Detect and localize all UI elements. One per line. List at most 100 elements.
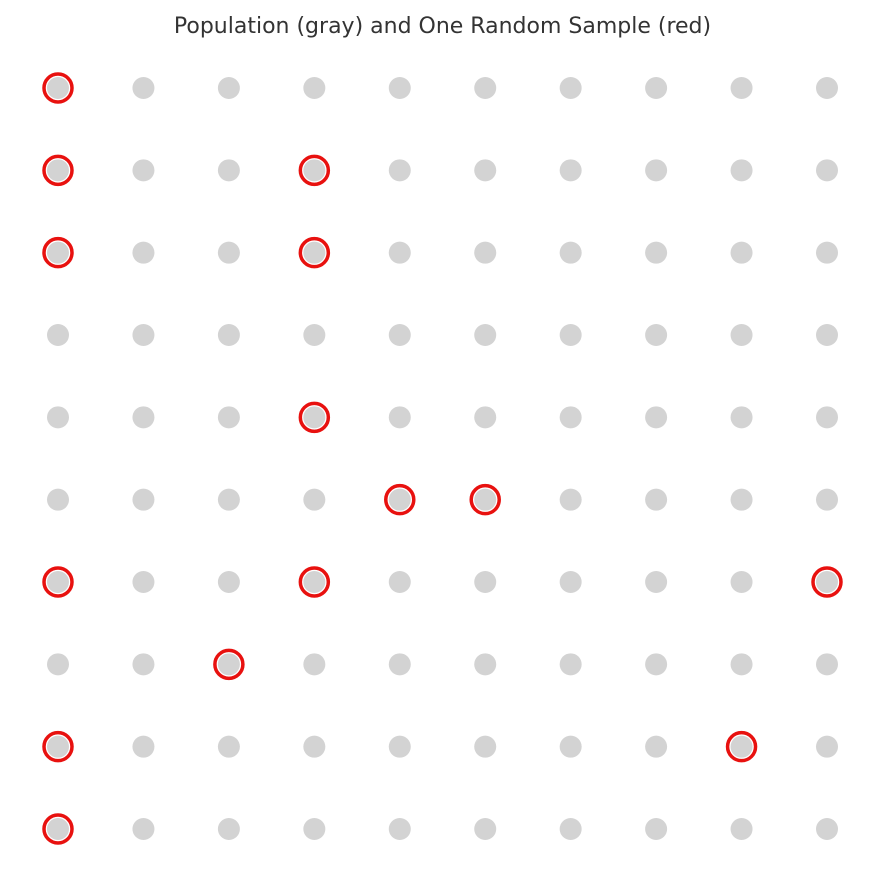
population-point [217, 77, 240, 99]
population-point [645, 406, 668, 429]
population-point [730, 571, 753, 593]
population-point [816, 488, 838, 511]
population-point [474, 159, 497, 182]
chart-title: Population (gray) and One Random Sample … [174, 14, 711, 39]
sample-point [42, 154, 74, 187]
sample-point [725, 730, 758, 763]
population-point [132, 653, 155, 676]
population-point [388, 324, 411, 346]
population-point [474, 653, 497, 676]
population-point [132, 324, 155, 346]
population-point [645, 77, 668, 99]
population-point [47, 653, 69, 676]
population-point [645, 241, 668, 264]
population-point [474, 818, 497, 840]
population-point [47, 571, 69, 593]
population-point [132, 241, 155, 264]
population-point [816, 735, 838, 758]
population-point [217, 159, 240, 182]
population-point [474, 406, 497, 429]
population-point [388, 653, 411, 676]
population-point [559, 653, 582, 676]
population-point [388, 571, 411, 593]
population-point [474, 241, 497, 264]
sample-point [469, 483, 501, 516]
population-point [645, 735, 668, 758]
population-point [217, 818, 240, 840]
population-point [388, 77, 411, 99]
population-point [645, 571, 668, 593]
population-point [217, 653, 240, 676]
population-point [645, 653, 668, 676]
population-point [559, 159, 582, 182]
population-point [132, 818, 155, 840]
sample-point [42, 813, 74, 845]
sample-point [298, 401, 331, 434]
sample-point [384, 483, 416, 516]
population-point [132, 488, 155, 511]
sample-point [42, 730, 74, 763]
population-point [474, 571, 497, 593]
population-point [132, 406, 155, 429]
population-point [559, 488, 582, 511]
sample-point [42, 566, 74, 598]
population-point [816, 653, 838, 676]
population-point [730, 818, 753, 840]
population-point [303, 241, 326, 264]
population-point [217, 406, 240, 429]
sample-point [298, 154, 331, 187]
population-point [559, 818, 582, 840]
population-point [730, 735, 753, 758]
population-point [816, 241, 838, 264]
population-point [816, 571, 838, 593]
population-point [303, 818, 326, 840]
population-point [132, 77, 155, 99]
population-point [559, 324, 582, 346]
population-point [816, 77, 838, 99]
population-point [645, 488, 668, 511]
population-point [388, 735, 411, 758]
population-point [217, 735, 240, 758]
sample-point [298, 236, 331, 269]
population-point [132, 571, 155, 593]
population-point [730, 159, 753, 182]
population-point [474, 488, 497, 511]
population-point [303, 653, 326, 676]
sample-point [213, 648, 245, 681]
population-point [303, 77, 326, 99]
population-points [47, 77, 838, 840]
population-point [559, 241, 582, 264]
population-point [474, 324, 497, 346]
population-point [47, 77, 69, 99]
population-point [388, 159, 411, 182]
population-point [303, 159, 326, 182]
population-point [559, 406, 582, 429]
population-point [816, 159, 838, 182]
population-point [217, 488, 240, 511]
population-point [559, 735, 582, 758]
population-point [645, 159, 668, 182]
sample-point [298, 566, 331, 598]
population-point [474, 735, 497, 758]
population-point [730, 241, 753, 264]
population-point [816, 406, 838, 429]
population-point [47, 324, 69, 346]
population-point [303, 324, 326, 346]
population-point [303, 488, 326, 511]
population-point [47, 241, 69, 264]
population-point [217, 324, 240, 346]
sample-point [42, 236, 74, 269]
population-point [730, 653, 753, 676]
population-point [730, 488, 753, 511]
population-point [816, 818, 838, 840]
population-point [559, 571, 582, 593]
population-point [730, 406, 753, 429]
population-point [132, 159, 155, 182]
population-point [303, 735, 326, 758]
population-point [47, 159, 69, 182]
population-point [388, 241, 411, 264]
population-point [388, 406, 411, 429]
population-point [217, 571, 240, 593]
sample-points [42, 72, 843, 845]
